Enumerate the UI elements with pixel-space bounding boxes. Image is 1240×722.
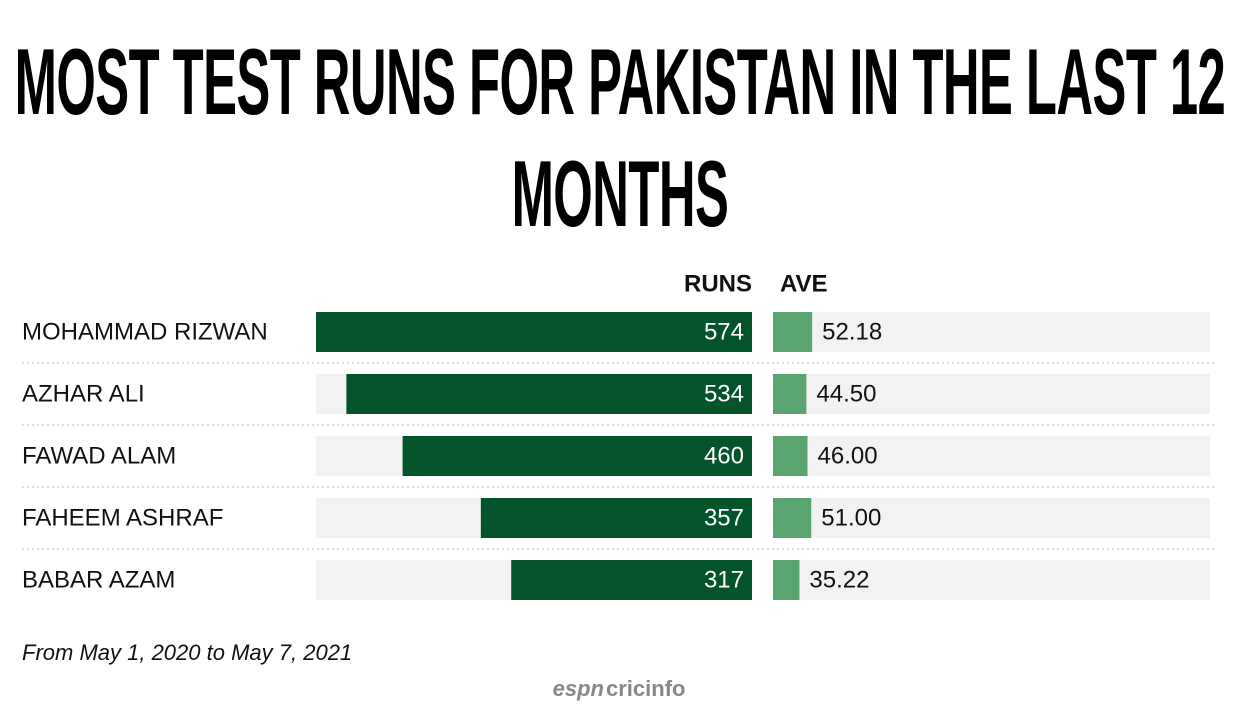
note: From May 1, 2020 to May 7, 2021 [22, 640, 352, 665]
bar [402, 436, 752, 476]
category-label: FAWAD ALAM [22, 442, 176, 469]
column-header: RUNS [684, 270, 752, 297]
logo-brand: ESPN [553, 676, 604, 701]
value-label: 534 [704, 380, 744, 407]
bar [773, 498, 812, 538]
bar-background [773, 374, 1210, 414]
bar [316, 312, 752, 352]
bar-background [773, 312, 1210, 352]
value-label: 44.50 [816, 380, 876, 407]
bar-background [773, 498, 1210, 538]
value-label: 35.22 [809, 566, 869, 593]
bar [773, 312, 813, 352]
value-label: 46.00 [818, 442, 878, 469]
chart-title: MOST TEST RUNS FOR PAKISTAN IN THE LAST … [14, 29, 1226, 246]
category-label: BABAR AZAM [22, 566, 175, 593]
bar-background [773, 436, 1210, 476]
bar [511, 560, 752, 600]
value-label: 51.00 [821, 504, 881, 531]
bar-background [773, 560, 1210, 600]
value-label: 460 [704, 442, 744, 469]
value-label: 52.18 [822, 318, 882, 345]
category-label: MOHAMMAD RIZWAN [22, 318, 268, 345]
logo-site: cricinfo [606, 676, 685, 701]
column-header: AVE [780, 270, 828, 297]
value-label: 317 [704, 566, 744, 593]
bar [773, 374, 807, 414]
bar [773, 560, 800, 600]
bar [346, 374, 752, 414]
bar [480, 498, 752, 538]
category-label: AZHAR ALI [22, 380, 145, 407]
bar [773, 436, 808, 476]
category-label: FAHEEM ASHRAF [22, 504, 223, 531]
value-label: 357 [704, 504, 744, 531]
value-label: 574 [704, 318, 744, 345]
